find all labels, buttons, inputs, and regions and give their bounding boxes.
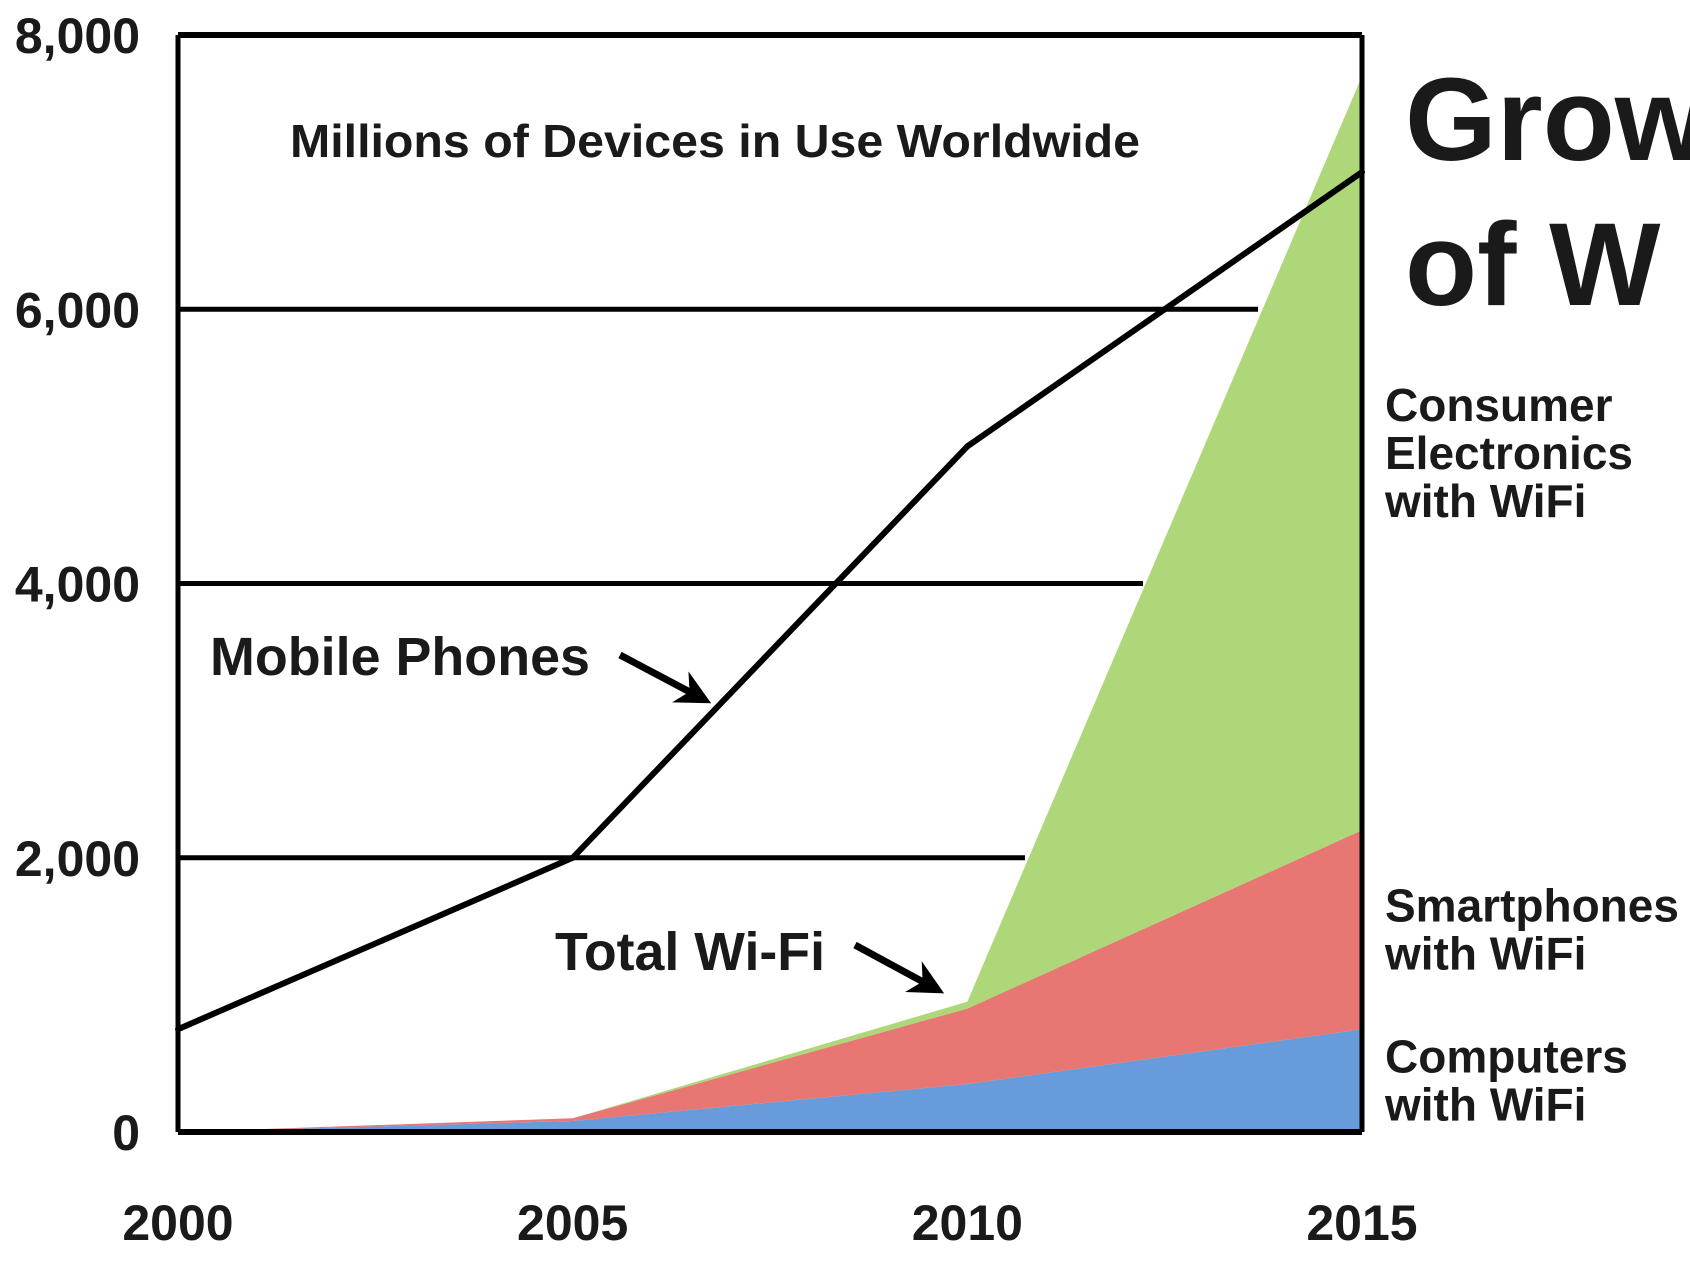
annotation-mobile-phones: Mobile Phones: [210, 627, 712, 704]
point-mobile-phones-2010: [964, 443, 971, 450]
y-tick-label-4000: 4,000: [15, 557, 140, 613]
area-smartphones-with-wifi: [178, 830, 1362, 1132]
annotation-total-wifi: Total Wi-Fi: [555, 922, 945, 994]
slide-title-line-2: of W: [1405, 199, 1661, 331]
x-tick-label-2005: 2005: [517, 1195, 628, 1251]
series-label-smartphones-with-wifi-line-1: Smartphones: [1385, 880, 1679, 932]
slide-title-line-1: Grow: [1405, 54, 1690, 186]
chart-title: Millions of Devices in Use Worldwide: [290, 115, 1140, 167]
x-tick-label-2015: 2015: [1306, 1195, 1417, 1251]
y-tick-label-2000: 2,000: [15, 831, 140, 887]
annotation-total-wifi-arrow: [853, 941, 945, 994]
area-computers-with-wifi: [178, 1029, 1362, 1132]
y-tick-label-6000: 6,000: [15, 282, 140, 338]
y-tick-label-0: 0: [112, 1105, 140, 1161]
slide-title: Grow of W: [1405, 54, 1690, 331]
x-tick-label-2000: 2000: [122, 1195, 233, 1251]
x-tick-label-2010: 2010: [912, 1195, 1023, 1251]
series-label-consumer-electronics-with-wifi-line-1: Consumer: [1385, 379, 1613, 431]
line-mobile-phones: [176, 169, 1364, 1032]
series-label-computers-with-wifi-line-1: Computers: [1385, 1031, 1628, 1083]
annotation-total-wifi-label: Total Wi-Fi: [555, 922, 825, 982]
y-tick-label-8000: 8,000: [15, 8, 140, 64]
series-label-computers-with-wifi-line-2: with WiFi: [1384, 1079, 1586, 1131]
point-mobile-phones-2005: [569, 854, 576, 861]
series-label-smartphones-with-wifi-line-2: with WiFi: [1384, 928, 1586, 980]
annotation-mobile-phones-label: Mobile Phones: [210, 627, 590, 687]
area-consumer-electronics-with-wifi: [178, 76, 1362, 1133]
annotation-mobile-phones-arrow: [618, 651, 712, 704]
series-label-consumer-electronics-with-wifi-line-3: with WiFi: [1384, 475, 1586, 527]
series-label-consumer-electronics-with-wifi-line-2: Electronics: [1385, 427, 1633, 479]
